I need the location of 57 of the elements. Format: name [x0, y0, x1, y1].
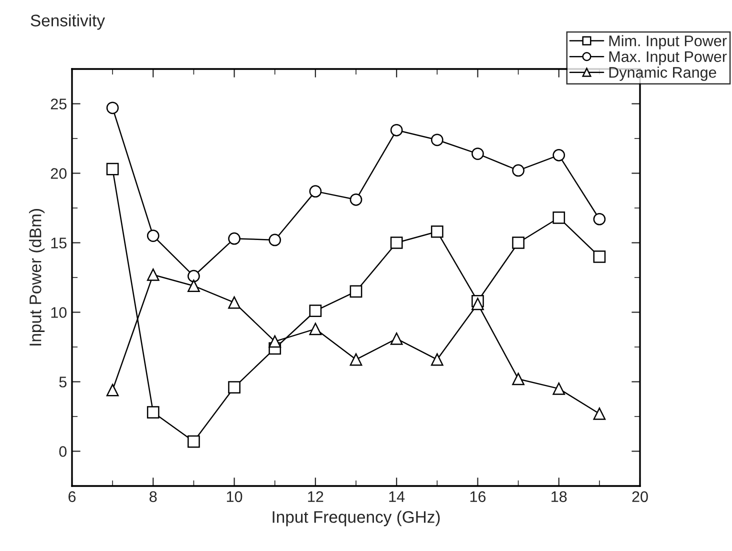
x-tick-label: 12 — [308, 491, 324, 502]
point — [228, 232, 240, 245]
point — [228, 296, 240, 309]
point — [390, 332, 403, 345]
point — [268, 234, 282, 246]
point — [106, 162, 119, 176]
legend-label: Max. Input Power — [609, 51, 727, 66]
y-tick-label: 20 — [50, 168, 67, 179]
x-tick-label: 20 — [632, 491, 648, 502]
point — [512, 372, 524, 386]
point — [146, 268, 160, 281]
point — [188, 435, 200, 448]
point — [106, 102, 119, 114]
point — [309, 185, 322, 198]
point — [350, 193, 362, 206]
point — [552, 149, 566, 162]
point — [512, 236, 524, 249]
y-tick-label: 25 — [50, 98, 66, 110]
point — [593, 212, 606, 226]
point — [268, 335, 282, 348]
point — [390, 124, 403, 136]
point — [106, 384, 119, 396]
point — [552, 382, 566, 395]
x-tick-label: 18 — [552, 491, 567, 502]
point — [228, 381, 240, 394]
point — [430, 353, 444, 366]
y-axis-title: Input Power (dBm) — [29, 209, 45, 346]
point — [309, 304, 322, 318]
x-tick-label: 6 — [68, 491, 76, 502]
y-tick-label: 0 — [59, 446, 67, 457]
point — [390, 236, 403, 249]
point — [188, 270, 200, 282]
point — [472, 148, 484, 160]
legend-label: Dynamic Range — [609, 66, 716, 81]
point — [593, 250, 606, 263]
x-tick-label: 8 — [150, 491, 157, 502]
y-tick-label: 10 — [51, 307, 67, 318]
x-tick-label: 16 — [470, 491, 486, 502]
x-tick-label: 14 — [389, 491, 405, 502]
y-tick-label: 15 — [51, 238, 66, 248]
y-tick-label: 5 — [59, 376, 66, 388]
point — [512, 164, 524, 177]
point — [309, 322, 322, 336]
legend-label: Mim. Input Power — [609, 35, 727, 50]
point — [472, 298, 484, 310]
point — [430, 225, 444, 238]
point — [188, 280, 200, 292]
point — [593, 408, 606, 420]
x-tick-label: 10 — [226, 491, 242, 502]
point — [430, 134, 444, 146]
chart-title: Sensitivity — [30, 14, 105, 30]
point — [146, 230, 160, 242]
x-axis-title: Input Frequency (GHz) — [272, 510, 440, 526]
point — [146, 406, 160, 419]
point — [350, 353, 362, 366]
point — [552, 212, 566, 224]
point — [350, 285, 362, 298]
